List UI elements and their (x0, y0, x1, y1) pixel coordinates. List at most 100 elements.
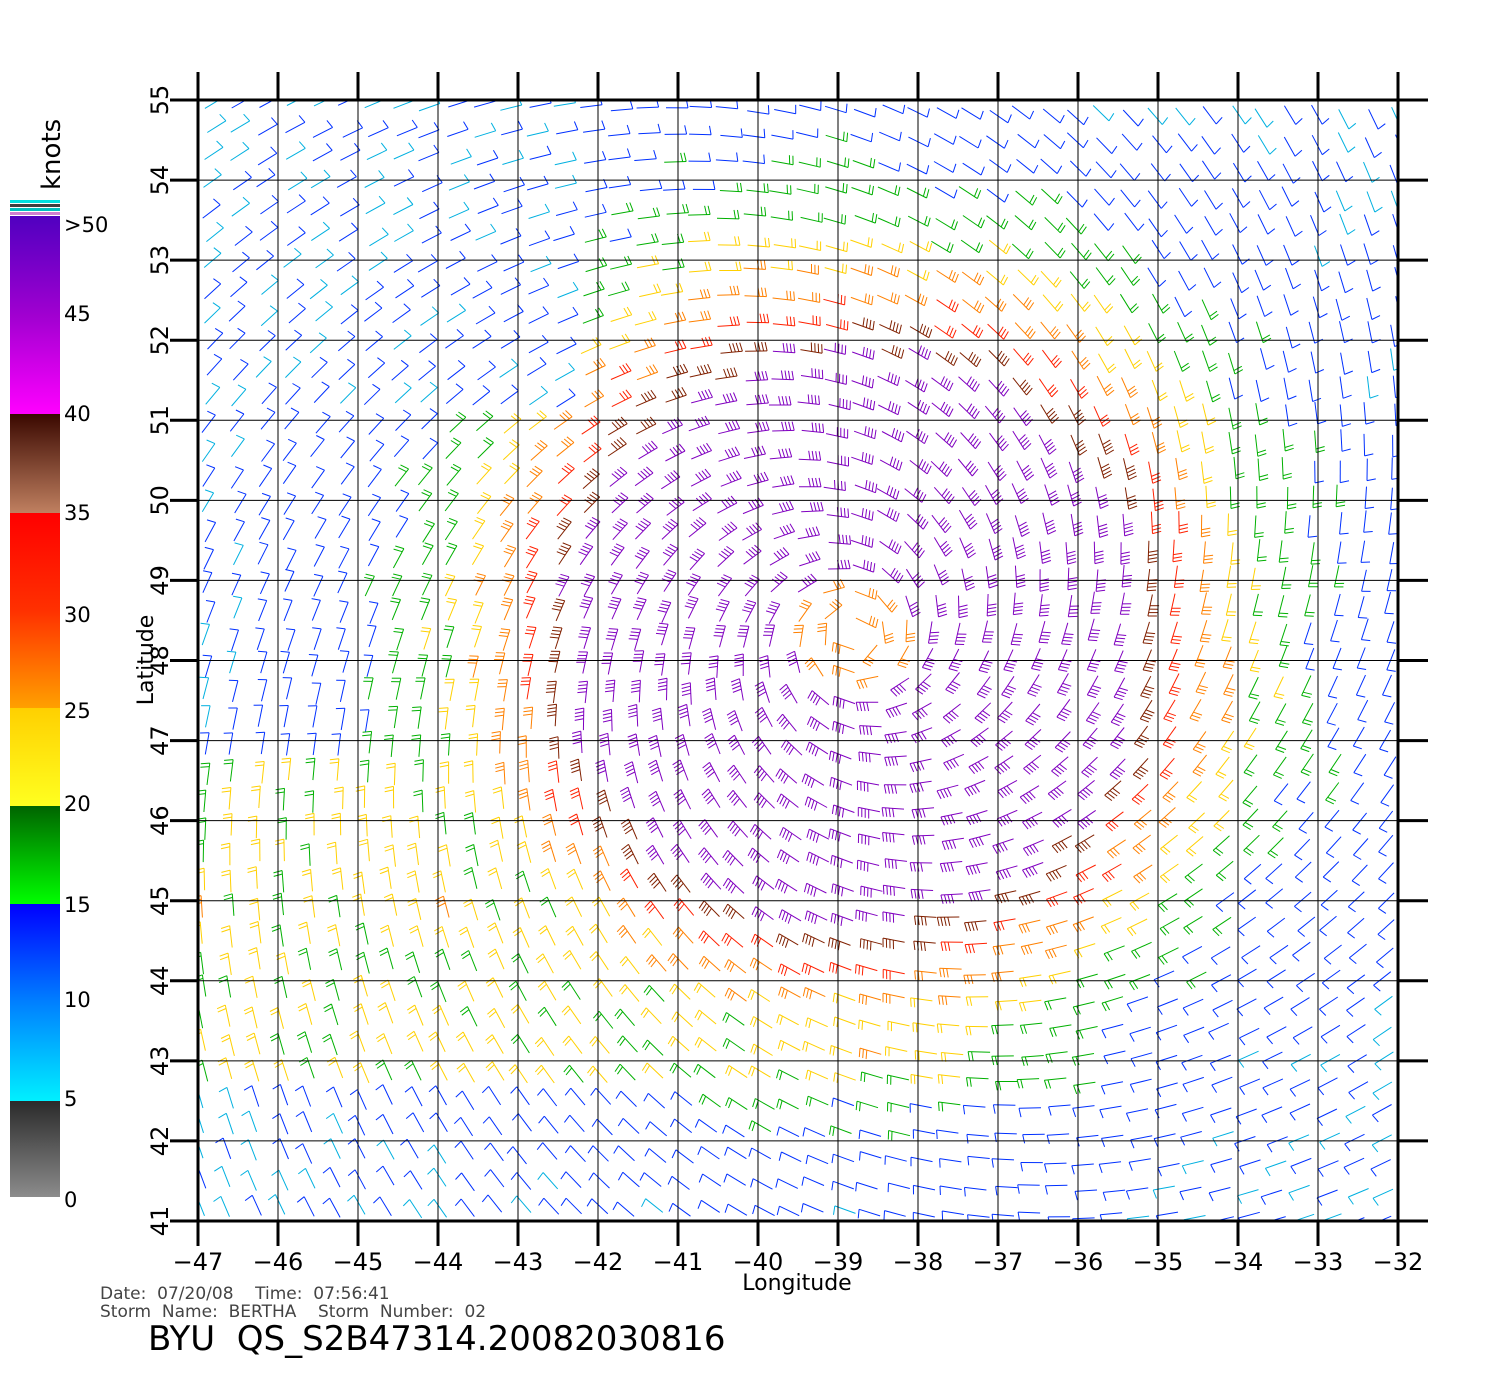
wind-barb-feather (1102, 470, 1112, 476)
wind-barb-feather (421, 465, 431, 472)
wind-barb-feather (1040, 604, 1050, 607)
wind-barb-feather (544, 788, 553, 794)
wind-barb-feather (724, 935, 730, 944)
wind-barb-feather (945, 406, 951, 415)
wind-barb (417, 260, 438, 273)
wind-barb-feather (591, 954, 599, 962)
wind-barb-feather (1110, 744, 1119, 750)
wind-barb-feather (1325, 799, 1335, 805)
wind-barb (230, 148, 250, 161)
wind-barb-feather (993, 922, 998, 932)
wind-barb (368, 626, 377, 648)
wind-barb-feather (558, 522, 568, 528)
wind-barb (1182, 945, 1203, 958)
wind-barb-feather (855, 909, 857, 919)
wind-barb-feather (670, 518, 679, 525)
wind-barb-feather (704, 261, 708, 271)
wind-barb-feather (889, 320, 893, 330)
wind-barb-feather (547, 710, 557, 714)
wind-barb-feather (1159, 395, 1168, 402)
wind-barb-feather (1075, 874, 1082, 883)
wind-barb (1096, 137, 1113, 154)
wind-barb-feather (922, 835, 926, 845)
wind-barb-feather (572, 201, 578, 210)
wind-barb (283, 253, 302, 268)
wind-barb (204, 100, 220, 109)
wind-barb-feather (1067, 587, 1077, 591)
wind-barb-feather (950, 862, 954, 872)
wind-barb-feather (627, 704, 637, 708)
wind-barb (1232, 244, 1243, 265)
wind-barb-feather (888, 401, 892, 411)
wind-barb-feather (810, 692, 816, 702)
wind-barb (1389, 542, 1395, 564)
wind-barb (1373, 971, 1392, 986)
wind-barb-feather (721, 932, 727, 942)
wind-barb-feather (1031, 221, 1037, 231)
wind-barb-feather (1215, 847, 1224, 854)
wind-barb-feather (897, 405, 901, 415)
wind-barb-feather (581, 626, 591, 629)
wind-barb-feather (1200, 640, 1210, 643)
wind-barb-feather (1072, 924, 1079, 933)
wind-barb-feather (845, 103, 848, 113)
wind-barb-feather (828, 937, 831, 947)
wind-barb-feather (287, 547, 297, 551)
wind-barb-feather (1073, 409, 1082, 416)
wind-barb (906, 269, 927, 281)
wind-barb-feather (740, 182, 743, 192)
wind-barb-feather (1026, 474, 1035, 481)
wind-barb-feather (584, 475, 592, 482)
wind-barb-feather (429, 437, 438, 444)
wind-barb-feather (584, 525, 594, 531)
wind-barb (1283, 136, 1296, 157)
wind-barb-feather (945, 714, 954, 722)
wind-barb-feather (1094, 561, 1104, 565)
wind-barb (1175, 107, 1190, 126)
wind-barb-feather (862, 661, 872, 667)
wind-barb-feather (886, 885, 888, 895)
wind-barb-feather (1028, 867, 1035, 876)
wind-barb-feather (1032, 664, 1042, 668)
wind-barb-feather (973, 300, 979, 309)
wind-barb-feather (347, 358, 356, 365)
wind-barb-feather (973, 272, 979, 282)
wind-barb-feather (1105, 250, 1113, 259)
colorbar-tick-label: 30 (64, 603, 91, 627)
wind-barb-feather (940, 401, 946, 411)
wind-barb-feather (1209, 339, 1218, 346)
wind-barb-feather (1027, 357, 1034, 366)
wind-barb-feather (400, 489, 410, 495)
wind-barb-feather (1234, 394, 1244, 400)
wind-barb (257, 705, 264, 727)
wind-barb (1348, 943, 1367, 959)
wind-barb (391, 599, 401, 621)
wind-barb-feather (620, 903, 628, 911)
wind-barb (1184, 863, 1203, 878)
wind-barb-feather (1039, 581, 1049, 585)
wind-barb-feather (523, 713, 533, 716)
wind-barb-feather (1164, 769, 1173, 775)
wind-barb-feather (406, 197, 414, 205)
wind-barb (1067, 109, 1085, 126)
wind-barb (232, 707, 238, 730)
wind-barb-feather (1049, 413, 1058, 421)
wind-barb-feather (1225, 690, 1235, 694)
wind-barb-feather (1302, 745, 1312, 750)
wind-barb-feather (378, 947, 388, 953)
wind-barb-feather (946, 761, 953, 770)
wind-barb-feather (1249, 642, 1259, 645)
wind-barb-feather (621, 334, 628, 343)
wind-barb (961, 107, 981, 120)
wind-barb-feather (513, 330, 521, 338)
wind-barb-feather (237, 384, 247, 390)
wind-barb-feather (920, 731, 927, 740)
wind-barb-feather (638, 549, 648, 555)
wind-barb-feather (891, 541, 896, 551)
wind-barb-feather (425, 520, 435, 525)
wind-barb-feather (1346, 987, 1355, 995)
wind-barb-feather (953, 357, 958, 366)
wind-barb-feather (1057, 303, 1064, 312)
wind-barb-feather (1211, 253, 1220, 260)
wind-barb-feather (683, 363, 689, 373)
